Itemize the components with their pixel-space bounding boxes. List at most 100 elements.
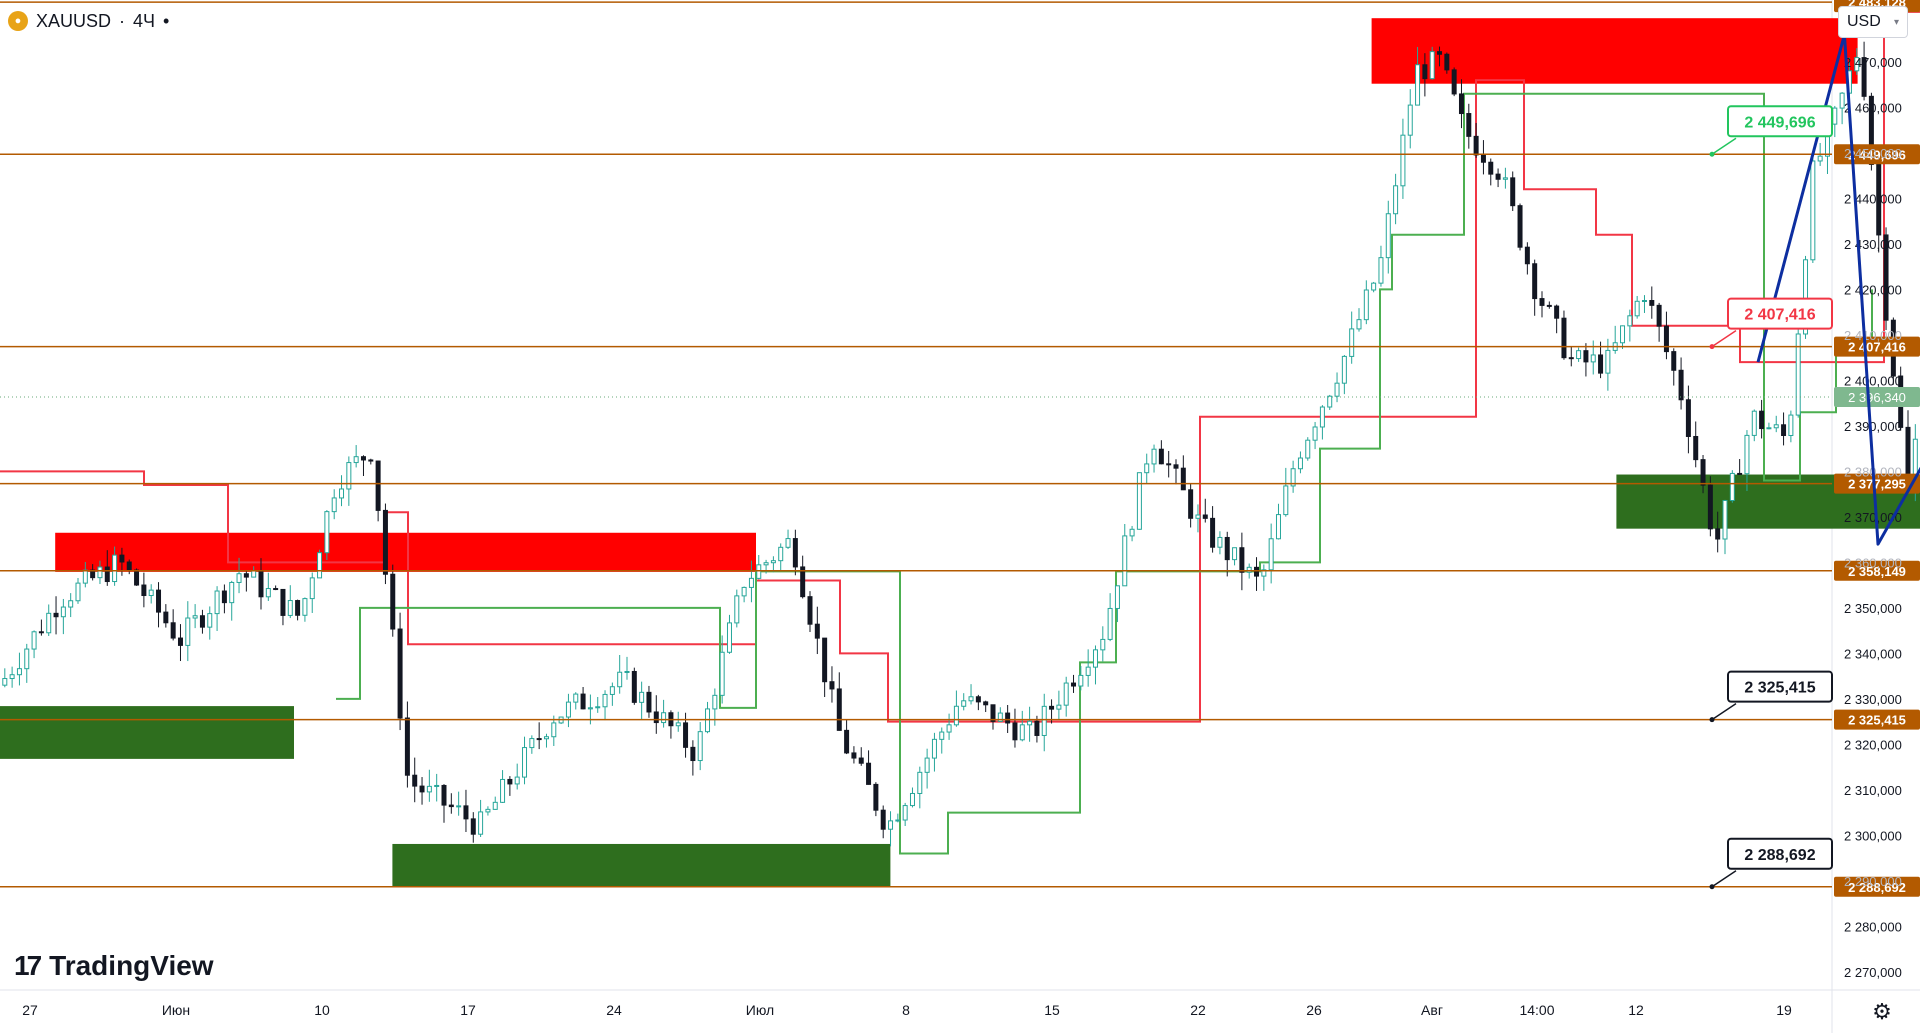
candle-body-197 [1444, 53, 1450, 71]
candle-body-188 [1378, 257, 1384, 284]
symbol-header[interactable]: ● XAUUSD · 4Ч • [8, 8, 169, 34]
timeframe-label[interactable]: 4Ч [133, 10, 156, 31]
candle-body-105 [770, 560, 776, 564]
candle-body-204 [1495, 173, 1501, 180]
candle-body-106 [778, 546, 784, 562]
candle-body-158 [1158, 448, 1164, 465]
symbol-name[interactable]: XAUUSD [36, 10, 112, 31]
candle-body-11 [82, 569, 88, 584]
callout-anchor-3 [1709, 884, 1715, 890]
level-badge-label-2: 2 407,416 [1848, 340, 1906, 355]
currency-value: USD [1847, 13, 1881, 30]
gear-icon[interactable]: ⚙ [1872, 999, 1892, 1024]
candle-body-186 [1363, 289, 1369, 321]
candle-body-21 [156, 589, 162, 613]
currency-selector[interactable]: USD ▾ [1838, 6, 1908, 38]
callout-box-0[interactable] [1727, 105, 1833, 138]
current-price-badge [1834, 387, 1920, 408]
candle-body-250 [1832, 107, 1838, 125]
candle-body-42 [309, 577, 315, 600]
candle-body-43 [317, 552, 323, 579]
callout-anchor-2 [1709, 717, 1715, 723]
callout-box-1[interactable] [1727, 297, 1833, 330]
candle-body-185 [1356, 319, 1362, 330]
candle-body-137 [1005, 712, 1011, 724]
y-tick-label-12: 2 390,000 [1844, 419, 1902, 434]
candle-body-152 [1114, 585, 1120, 609]
y-tick-label-15: 2 420,000 [1844, 282, 1902, 297]
candle-body-129 [946, 724, 952, 733]
candle-body-53 [390, 573, 396, 630]
candle-body-140 [1027, 720, 1033, 726]
candle-body-107 [785, 538, 791, 548]
y-tick-label-4: 2 310,000 [1844, 783, 1902, 798]
candle-body-44 [324, 511, 330, 554]
candle-body-110 [807, 596, 813, 625]
candle-body-88 [646, 691, 652, 713]
candle-body-125 [917, 771, 923, 794]
candle-body-163 [1195, 514, 1201, 519]
y-tick-label-1: 2 280,000 [1844, 919, 1902, 934]
y-tick-label-8: 2 350,000 [1844, 601, 1902, 616]
candle-body-243 [1781, 424, 1787, 437]
candle-body-56 [412, 774, 418, 787]
candle-body-35 [258, 570, 264, 598]
candle-body-151 [1107, 607, 1113, 640]
candle-body-202 [1480, 154, 1486, 163]
candle-body-70 [514, 776, 520, 785]
y-tick-label-6: 2 330,000 [1844, 692, 1902, 707]
candle-body-104 [763, 562, 769, 566]
level-badge-label-1: 2 449,696 [1848, 147, 1906, 162]
candle-body-222 [1627, 315, 1633, 327]
candle-body-85 [624, 670, 630, 673]
candle-body-27 [199, 615, 205, 628]
y-tick-label-10: 2 370,000 [1844, 510, 1902, 525]
callout-label-1: 2 407,416 [1744, 307, 1815, 324]
candle-body-171 [1254, 566, 1260, 577]
candle-body-191 [1400, 134, 1406, 187]
header-separator: · [119, 10, 126, 31]
callout-label-2: 2 325,415 [1744, 680, 1815, 697]
gold-coin-icon: ● [8, 11, 28, 31]
candle-body-94 [690, 746, 696, 762]
candle-body-33 [243, 573, 249, 578]
candle-body-41 [302, 598, 308, 616]
candle-body-54 [397, 628, 403, 719]
candle-body-184 [1349, 328, 1355, 357]
candle-body-98 [719, 651, 725, 696]
candle-body-241 [1766, 427, 1772, 430]
candle-body-73 [536, 738, 542, 741]
candle-body-179 [1312, 426, 1318, 441]
candle-body-51 [375, 460, 381, 511]
candle-body-24 [177, 637, 183, 646]
candle-body-80 [587, 707, 593, 710]
candle-body-143 [1049, 705, 1055, 710]
zone-bull-2 [392, 843, 891, 887]
callout-anchor-1 [1709, 344, 1715, 350]
candle-body-153 [1122, 535, 1128, 587]
candle-body-83 [609, 686, 615, 695]
candle-body-239 [1751, 410, 1757, 436]
candle-body-233 [1707, 484, 1713, 530]
candle-body-77 [565, 701, 571, 718]
candle-body-65 [478, 811, 484, 835]
candle-body-68 [500, 778, 506, 803]
x-tick-label-5: Июл [746, 1002, 774, 1018]
candle-body-145 [1063, 682, 1069, 706]
candle-body-229 [1678, 369, 1684, 401]
candle-body-39 [287, 600, 293, 616]
candle-body-199 [1458, 93, 1464, 115]
candle-body-57 [419, 785, 425, 793]
candle-body-216 [1583, 350, 1589, 363]
candle-body-192 [1407, 104, 1413, 136]
tradingview-logo[interactable]: 17 TradingView [14, 950, 214, 982]
candle-body-240 [1759, 410, 1765, 430]
trailing-stop-up [336, 92, 1873, 855]
callout-box-2[interactable] [1727, 670, 1833, 703]
callout-box-3[interactable] [1727, 837, 1833, 870]
candle-body-155 [1136, 472, 1142, 530]
candle-body-242 [1773, 424, 1779, 429]
y-tick-label-18: 2 450,000 [1844, 146, 1902, 161]
candle-body-69 [507, 778, 513, 785]
